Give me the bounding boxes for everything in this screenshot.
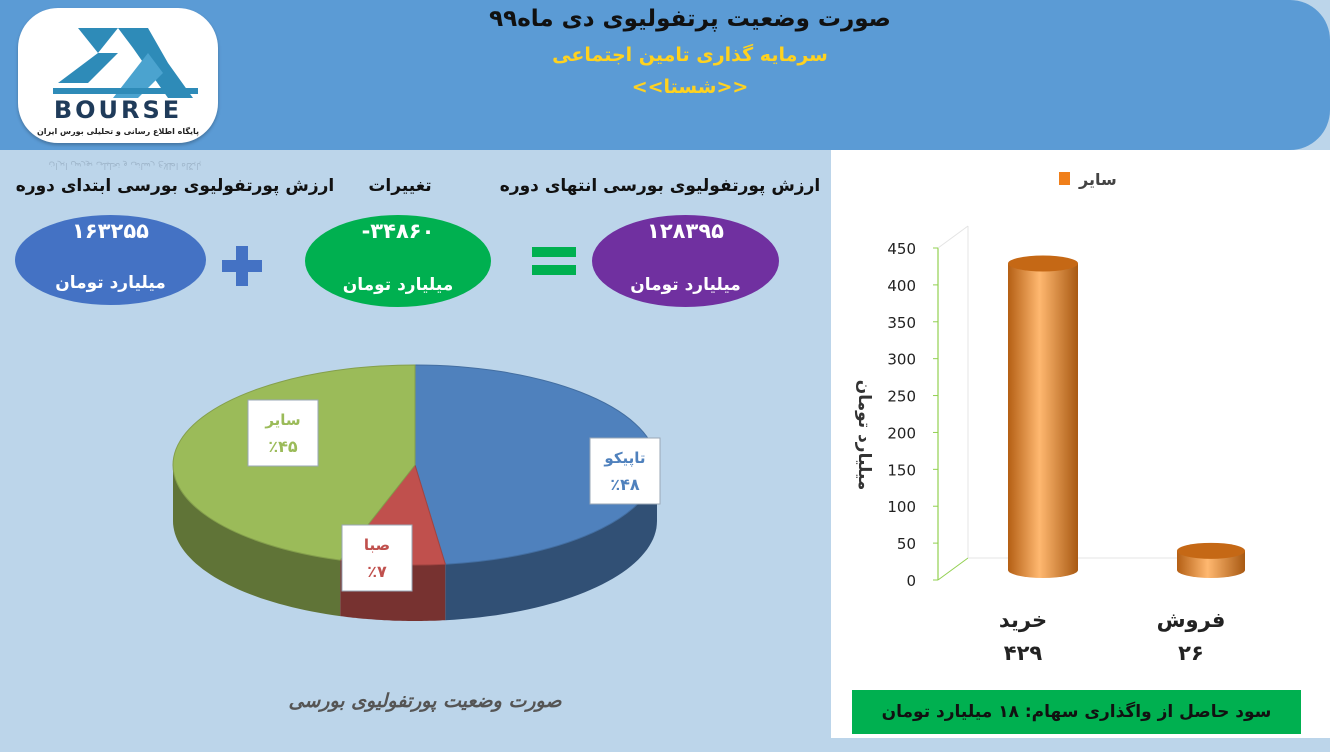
bar-body-0 [1008,263,1078,578]
bourse-logo-icon: BOURSE پایگاه اطلاع رسانی و تحلیلی بورس … [37,28,199,137]
logo-reflection: پایگاه اطلاع رسانی و تحلیلی بورس ایران [48,160,202,170]
y-tick-label-4: 200 [887,424,916,442]
y-tick-label-7: 350 [887,314,916,332]
floor-left-line [937,557,969,581]
start-value: ۱۶۳۲۵۵ [72,219,149,243]
pie-label-name-1: صبا [364,536,390,554]
pie-chart-caption: صورت وضعیت پورتفولیوی بورسی [288,690,562,712]
profit-box: سود حاصل از واگذاری سهام: ۱۸ میلیارد توم… [852,690,1301,734]
pie-slice-side-2 [173,465,341,617]
pie-label-box-1 [341,524,413,592]
pie-label-value-1: ٪۷ [367,562,387,581]
start-value-oval: ۱۶۳۲۵۵ میلیارد تومان [15,215,206,305]
change-label: تغییرات [368,176,432,196]
bar-top-0 [1008,255,1078,272]
trade-bar-chart: 0 50 100 150 200 250 300 350 400 450 میلیارد تومان… [854,170,1245,665]
wall-top-line [937,225,969,249]
change-value-oval: -۳۴۸۶۰ میلیارد تومان [305,215,491,307]
pie-label-name-0: تاپیکو [603,449,645,468]
x-category-label-1: فروش [1157,608,1226,632]
pie-label-box-0 [589,437,661,505]
x-category-value-1: ۲۶ [1178,641,1204,665]
bar-chart-panel: 0 50 100 150 200 250 300 350 400 450 میلیارد تومان… [831,150,1330,738]
company-short-name: <<شستا>> [631,76,749,98]
bar-top-1 [1177,542,1245,559]
bourse-logo: BOURSE پایگاه اطلاع رسانی و تحلیلی بورس … [18,8,218,143]
end-value-unit: میلیارد تومان [630,275,741,295]
equals-icon [532,247,576,275]
pie-label-value-0: ٪۴۸ [610,475,640,494]
logo-name: BOURSE [54,96,182,124]
bar-1 [1177,542,1245,578]
portfolio-pie-chart: تاپیکو ٪۴۸ صبا ٪۷ سایر ٪۴۵ [172,364,661,621]
y-tick-label-3: 150 [887,461,916,479]
logo-tagline: پایگاه اطلاع رسانی و تحلیلی بورس ایران [37,126,199,137]
pie-label-name-2: سایر [264,411,300,429]
pie-label-box-2 [247,399,319,467]
y-tick-label-8: 400 [887,277,916,295]
end-value-oval: ۱۲۸۳۹۵ میلیارد تومان [592,215,779,307]
change-value-unit: میلیارد تومان [342,275,454,295]
company-name: سرمایه گذاری تامین اجتماعی [552,44,828,66]
header-banner: صورت وضعیت پرتفولیوی دی ماه۹۹ سرمایه گذا… [0,0,1330,150]
y-tick-label-2: 100 [887,498,916,516]
y-tick-label-0: 0 [906,572,916,590]
page-title: صورت وضعیت پرتفولیوی دی ماه۹۹ [489,6,891,32]
plus-icon [222,246,262,286]
y-tick-label-1: 50 [897,535,916,553]
y-axis-label: میلیارد تومان [854,380,874,491]
change-value: -۳۴۸۶۰ [361,219,435,243]
y-tick-label-6: 300 [887,351,916,369]
legend-label: سایر [1078,170,1117,189]
bar-0 [1008,255,1078,578]
start-value-label: ارزش پورتفولیوی بورسی ابتدای دوره [15,176,335,196]
start-value-unit: میلیارد تومان [55,273,166,293]
end-value-label: ارزش پورتفولیوی بورسی انتهای دوره [499,176,821,196]
pie-label-value-2: ٪۴۵ [268,437,298,456]
legend-swatch [1059,172,1070,185]
pie-slice-side-0 [445,465,657,621]
end-value: ۱۲۸۳۹۵ [647,219,724,243]
x-category-value-0: ۴۲۹ [1004,641,1043,665]
y-tick-label-5: 250 [887,388,916,406]
y-tick-label-9: 450 [887,240,916,258]
x-category-label-0: خرید [999,608,1047,632]
